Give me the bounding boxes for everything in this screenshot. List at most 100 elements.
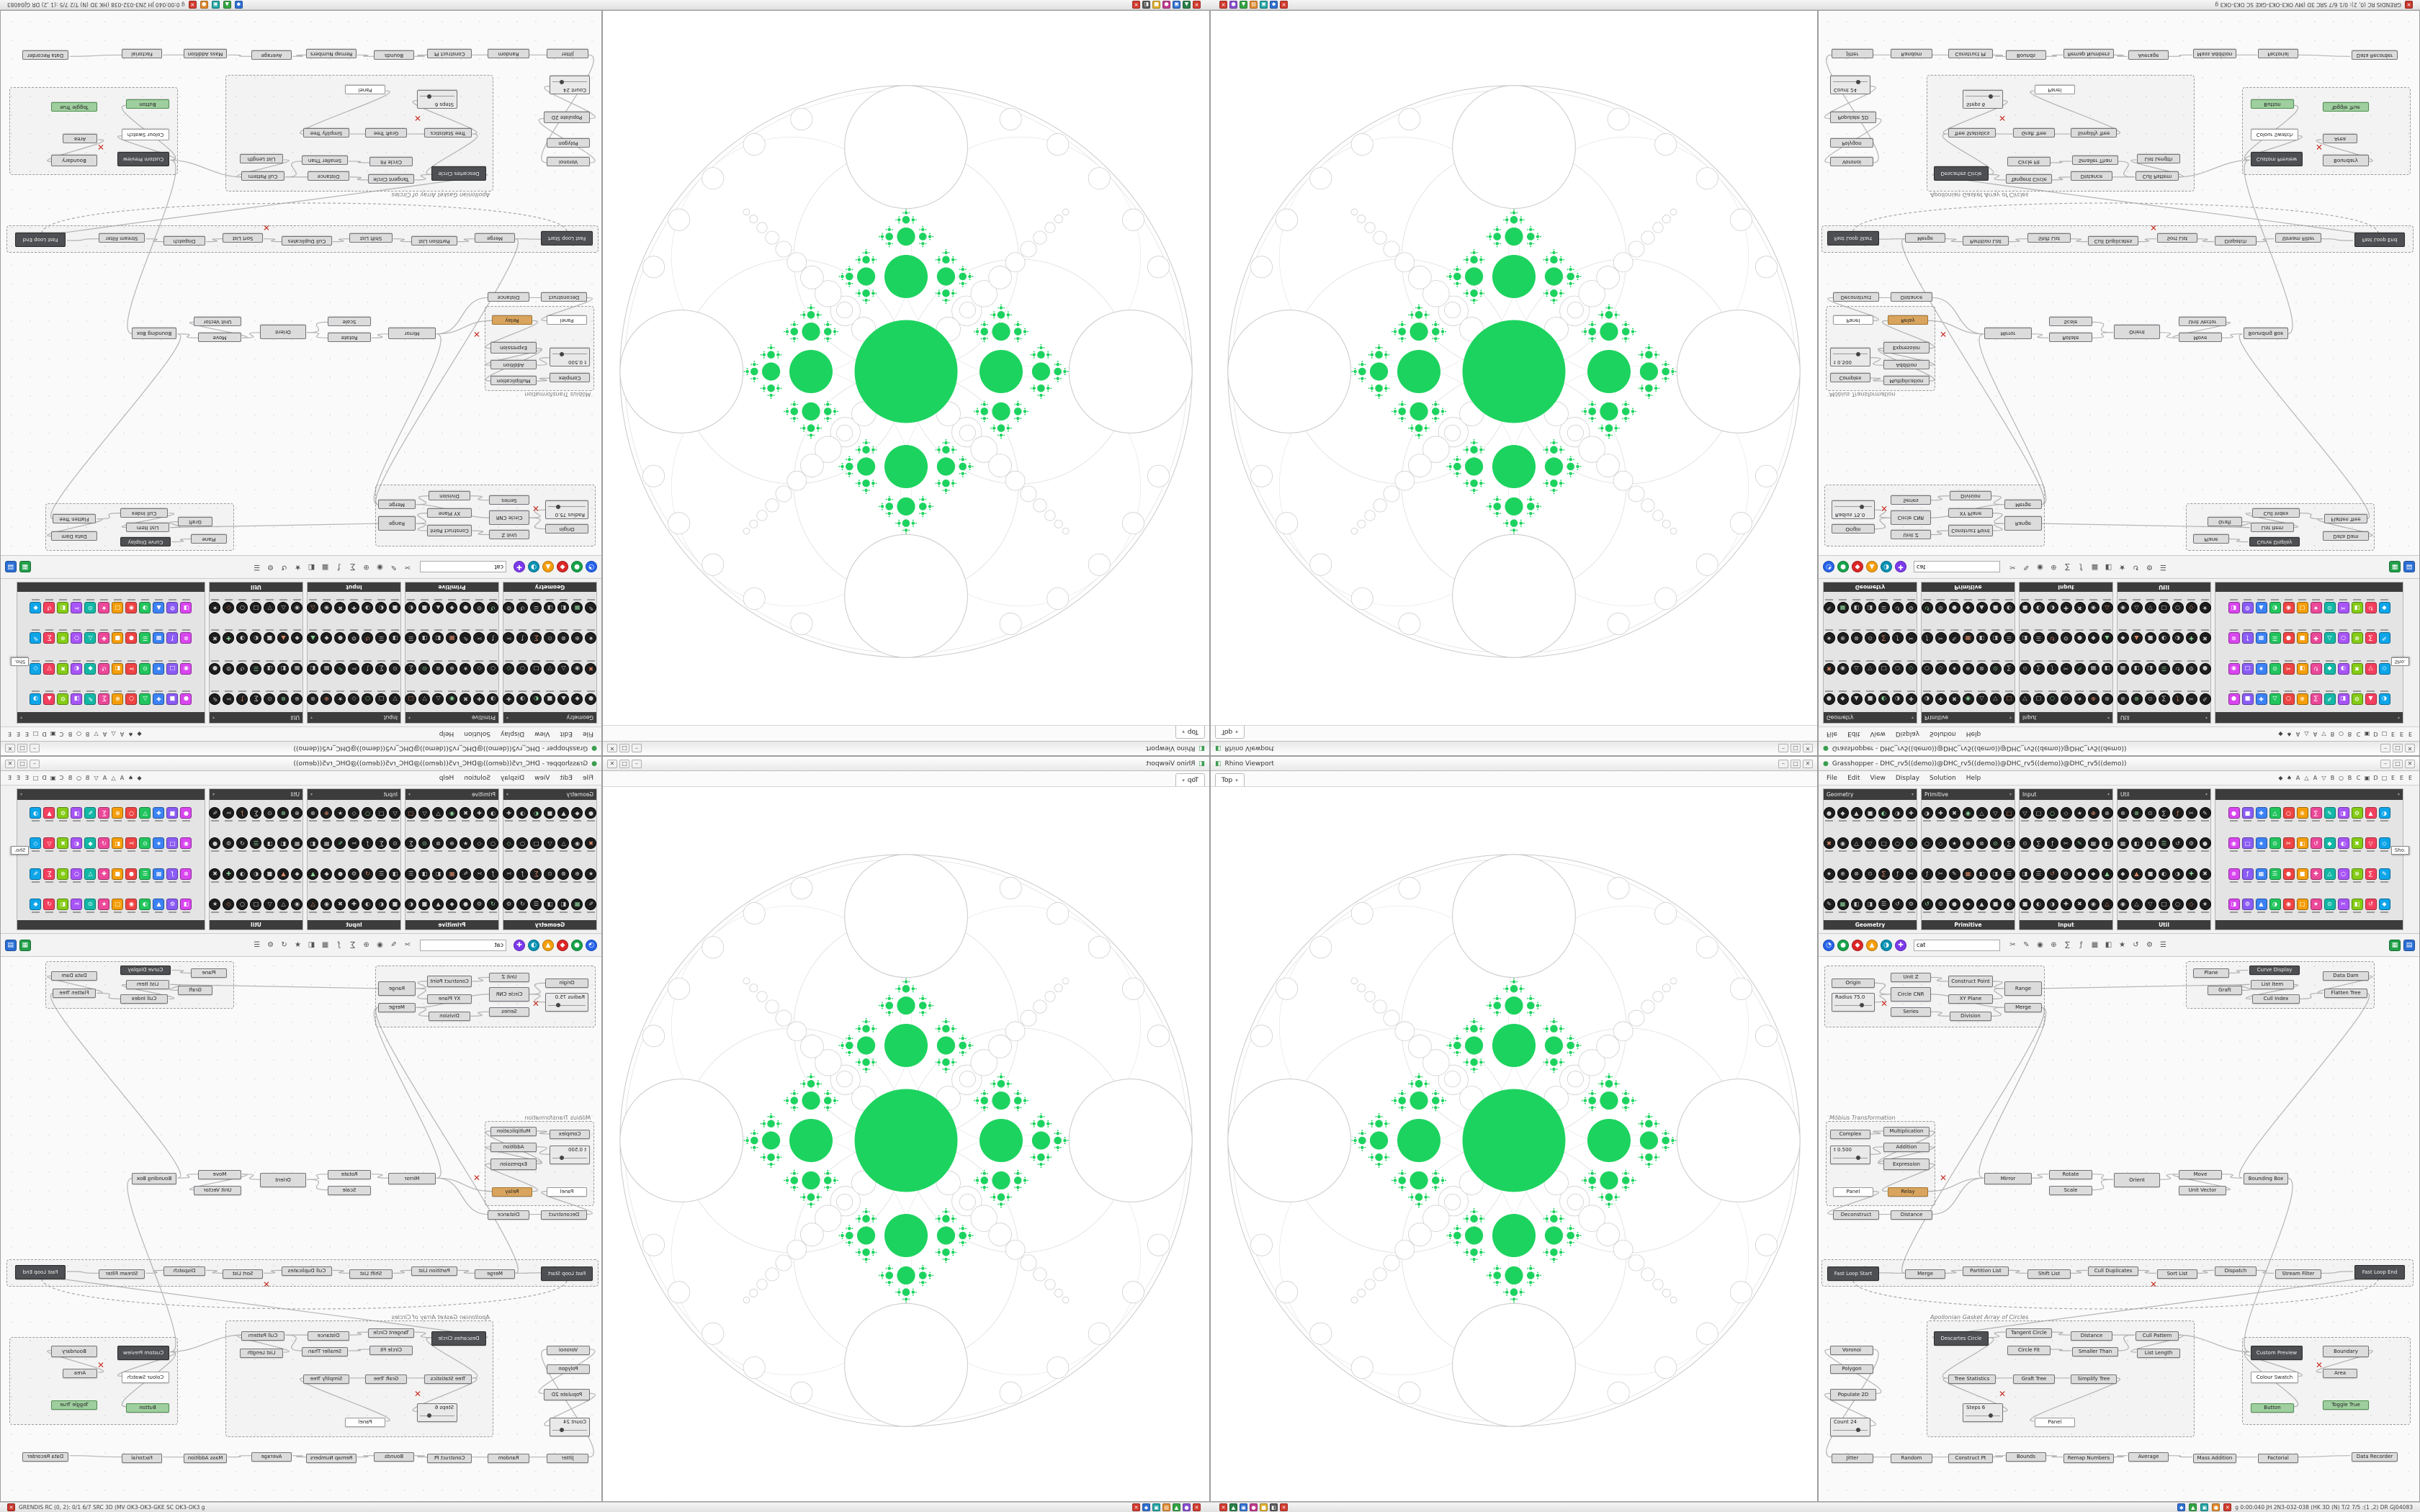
component-icon[interactable]: ⊕ bbox=[2117, 807, 2129, 819]
gh-node-cull-duplicates[interactable]: Cull Duplicates bbox=[2088, 1266, 2138, 1276]
minimize-button[interactable]: – bbox=[30, 759, 40, 768]
gh-node-data-dam[interactable]: Data Dam bbox=[51, 971, 97, 981]
toolbar-icon[interactable]: ● bbox=[1837, 561, 1849, 573]
component-icon[interactable]: ☰ bbox=[2269, 868, 2281, 880]
tab-glyph[interactable]: A bbox=[102, 775, 107, 781]
palette-group-header[interactable]: Geometry ▾ bbox=[1824, 712, 1917, 723]
component-icon[interactable]: ∑ bbox=[2365, 632, 2377, 644]
gh-node-area[interactable]: Area bbox=[63, 134, 97, 143]
gh-node-count-24[interactable]: Count 24 bbox=[550, 1418, 590, 1436]
gh-node-graft[interactable]: Graft bbox=[178, 986, 212, 995]
component-icon[interactable]: ⚙ bbox=[1935, 898, 1947, 910]
gh-node-tangent-circle[interactable]: Tangent Circle bbox=[2006, 1328, 2052, 1338]
gh-node-button[interactable]: Button bbox=[126, 1403, 169, 1413]
gh-node-merge[interactable]: Merge bbox=[2004, 500, 2042, 509]
component-icon[interactable]: ◉ bbox=[291, 602, 303, 614]
component-icon[interactable]: ▽ bbox=[2365, 662, 2377, 675]
component-icon[interactable]: ✂ bbox=[1935, 868, 1947, 880]
component-icon[interactable]: ✚ bbox=[2255, 807, 2267, 819]
taskbar-app-icon[interactable]: ■ bbox=[1152, 1, 1160, 9]
component-icon[interactable]: ◑ bbox=[2046, 602, 2058, 614]
gh-node-circle-fit[interactable]: Circle Fit bbox=[2007, 157, 2051, 166]
tab-glyph[interactable]: D bbox=[2373, 775, 2378, 781]
gh-node-colour-swatch[interactable]: Colour Swatch bbox=[2251, 1372, 2298, 1383]
tab-glyph[interactable]: A bbox=[2295, 775, 2300, 781]
component-icon[interactable]: ◧ bbox=[1850, 898, 1863, 910]
component-icon[interactable]: ○ bbox=[1891, 837, 1904, 850]
close-button[interactable]: ✕ bbox=[2405, 744, 2415, 753]
component-icon[interactable]: ∑ bbox=[43, 632, 55, 644]
component-icon[interactable]: ★ bbox=[1948, 662, 1960, 675]
component-icon[interactable]: ✎ bbox=[209, 807, 221, 819]
component-icon[interactable]: △ bbox=[2269, 807, 2281, 819]
component-icon[interactable]: ● bbox=[1823, 807, 1835, 819]
gh-node-remap-numbers[interactable]: Remap Numbers bbox=[2063, 49, 2114, 58]
taskbar-app-icon[interactable]: ▣ bbox=[1173, 1, 1180, 9]
gh-node-data-recorder[interactable]: Data Recorder bbox=[2352, 1452, 2398, 1462]
component-icon[interactable]: ✚ bbox=[348, 602, 360, 614]
gh-node-toggle-true[interactable]: Toggle True bbox=[2323, 1400, 2369, 1410]
component-icon[interactable]: ✎ bbox=[460, 868, 472, 880]
gh-node-graft-tree[interactable]: Graft Tree bbox=[2013, 128, 2055, 138]
gh-node-range[interactable]: Range bbox=[378, 516, 416, 531]
gh-node-mass-addition[interactable]: Mass Addition bbox=[2193, 49, 2236, 58]
toolbar-icon[interactable]: ↺ bbox=[281, 941, 287, 949]
layout-toggle-button[interactable]: ▤ bbox=[2403, 561, 2415, 573]
component-icon[interactable]: ★ bbox=[460, 662, 472, 675]
component-icon[interactable]: ƒ bbox=[2241, 632, 2254, 644]
component-icon[interactable]: ◇ bbox=[2378, 662, 2390, 675]
layout-toggle-button[interactable]: ▤ bbox=[5, 939, 17, 951]
component-icon[interactable]: ✂ bbox=[1905, 632, 1917, 644]
component-icon[interactable]: ★ bbox=[334, 693, 346, 705]
component-icon[interactable]: ⊙ bbox=[2269, 662, 2281, 675]
palette-group-header[interactable]: Util ▾ bbox=[210, 712, 302, 723]
component-icon[interactable]: ◆ bbox=[291, 868, 303, 880]
component-icon[interactable]: ⊕ bbox=[321, 693, 333, 705]
component-icon[interactable]: ◆ bbox=[2323, 662, 2336, 675]
component-icon[interactable]: ☰ bbox=[250, 837, 262, 850]
component-icon[interactable]: ◇ bbox=[1905, 662, 1917, 675]
component-icon[interactable]: ● bbox=[2282, 868, 2295, 880]
component-icon[interactable]: ■ bbox=[544, 693, 556, 705]
component-icon[interactable]: ✚ bbox=[473, 807, 485, 819]
component-icon[interactable]: ↺ bbox=[487, 602, 499, 614]
grasshopper-canvas[interactable]: Möbius Transformation Apollonian Gasket A… bbox=[1, 957, 601, 1501]
component-icon[interactable]: ◑ bbox=[1921, 807, 1933, 819]
component-icon[interactable]: ▦ bbox=[321, 662, 333, 675]
component-icon[interactable]: ◐ bbox=[2158, 868, 2170, 880]
close-icon[interactable]: ✕ bbox=[1219, 1, 1227, 9]
component-icon[interactable]: ◑ bbox=[236, 632, 248, 644]
component-icon[interactable]: ☰ bbox=[2003, 868, 2015, 880]
component-icon[interactable]: ⊙ bbox=[544, 632, 556, 644]
component-icon[interactable]: △ bbox=[2101, 898, 2113, 910]
component-icon[interactable]: ƒ bbox=[516, 632, 529, 644]
close-button[interactable]: ✕ bbox=[2405, 759, 2415, 768]
gh-node-scale[interactable]: Scale bbox=[328, 1186, 371, 1195]
component-icon[interactable]: ∑ bbox=[2003, 837, 2015, 850]
gh-node-random[interactable]: Random bbox=[1891, 49, 1932, 58]
gh-node-smaller-than[interactable]: Smaller Than bbox=[302, 1347, 348, 1356]
component-icon[interactable]: ✂ bbox=[348, 837, 360, 850]
component-icon[interactable]: ◑ bbox=[139, 602, 151, 614]
component-icon[interactable]: △ bbox=[1976, 693, 1988, 705]
component-icon[interactable]: ◧ bbox=[2351, 602, 2363, 614]
component-icon[interactable]: ○ bbox=[1891, 662, 1904, 675]
toolbar-icon[interactable]: ✚ bbox=[1895, 561, 1906, 573]
component-icon[interactable]: ◆ bbox=[321, 868, 333, 880]
gh-node-populate-2d[interactable]: Populate 2D bbox=[1830, 1389, 1876, 1400]
component-icon[interactable]: ▽ bbox=[43, 837, 55, 850]
component-icon[interactable]: ◇ bbox=[1905, 837, 1917, 850]
toolbar-icon[interactable]: ◧ bbox=[308, 941, 315, 949]
component-icon[interactable]: ⊙ bbox=[418, 837, 431, 850]
component-icon[interactable]: ∑ bbox=[98, 693, 110, 705]
component-icon[interactable]: ◇ bbox=[223, 602, 235, 614]
component-icon[interactable]: △ bbox=[2269, 693, 2281, 705]
close-button[interactable]: ✕ bbox=[1803, 759, 1813, 768]
gh-node-circle-cnr[interactable]: Circle CNR bbox=[489, 987, 529, 1002]
component-icon[interactable]: △ bbox=[139, 693, 151, 705]
gh-node-construct-pt[interactable]: Construct Pt bbox=[1948, 1454, 1993, 1463]
component-icon[interactable]: ■ bbox=[112, 868, 124, 880]
component-icon[interactable]: ✂ bbox=[473, 632, 485, 644]
component-icon[interactable]: ✎ bbox=[84, 693, 97, 705]
component-icon[interactable]: ◇ bbox=[473, 837, 485, 850]
